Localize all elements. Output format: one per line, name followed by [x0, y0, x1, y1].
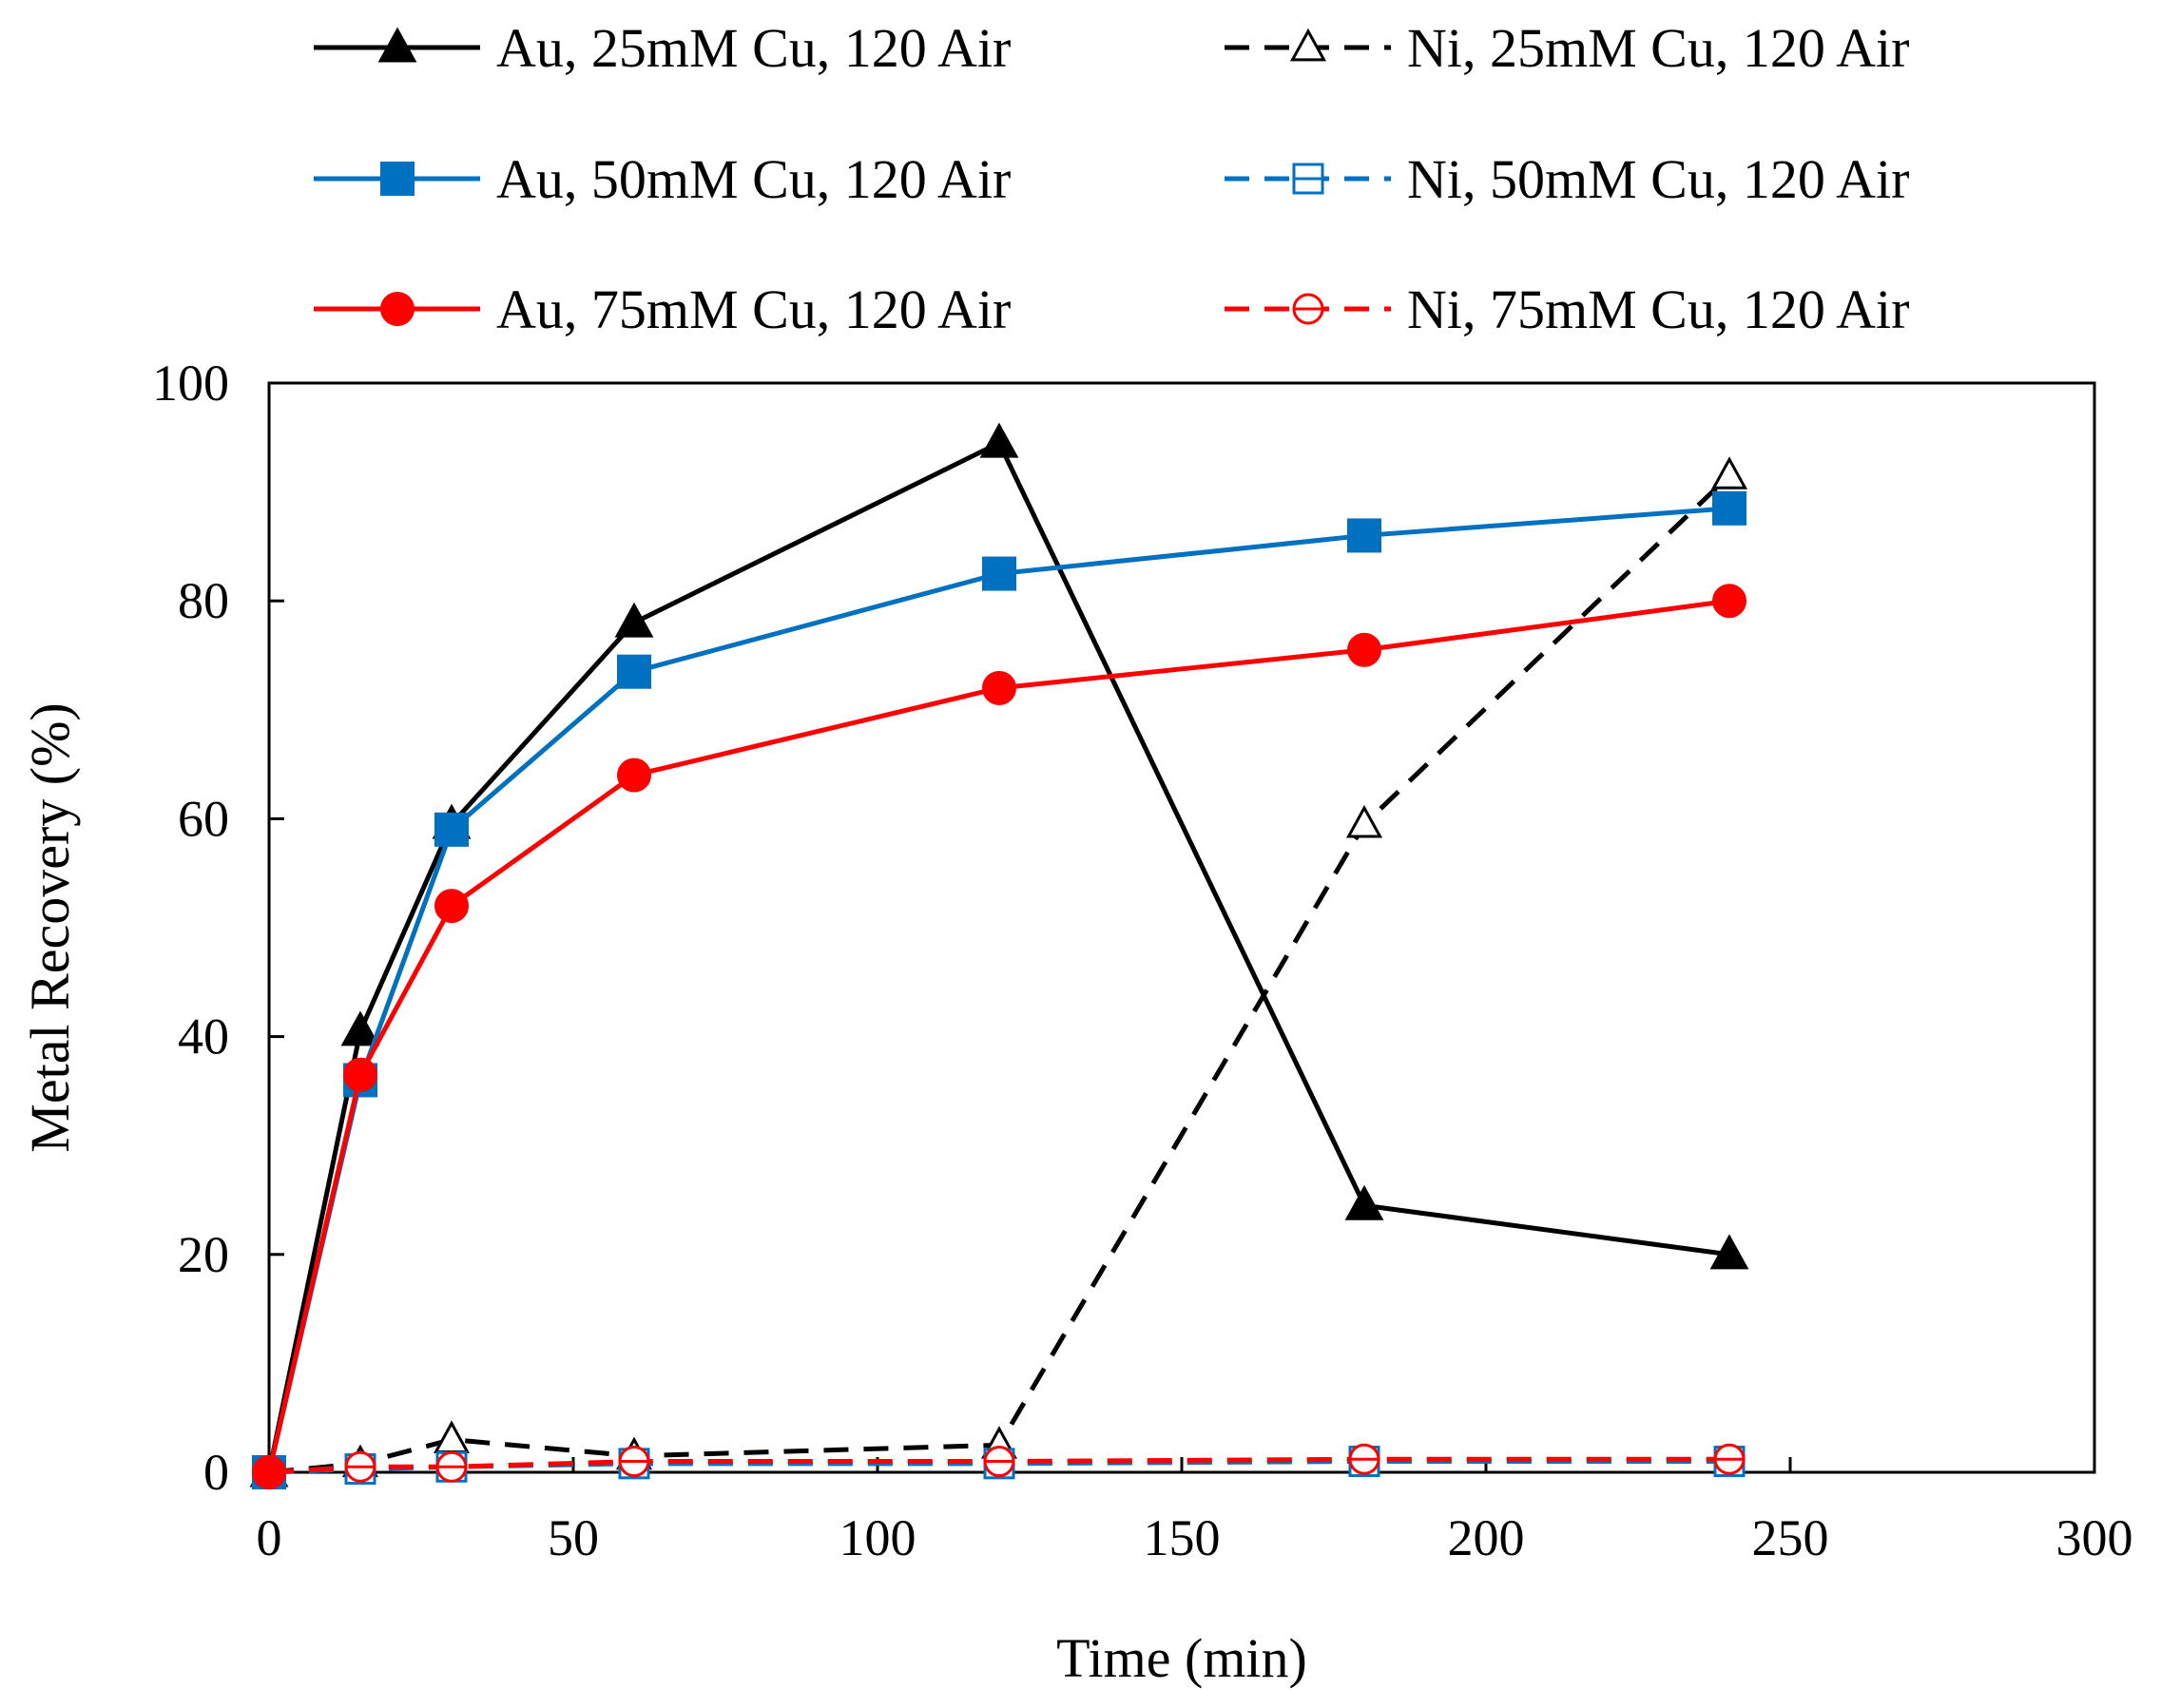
legend-item-5: Ni, 75mM Cu, 120 Air: [1225, 278, 1910, 340]
series-2-point-0-shape: [252, 1455, 286, 1489]
y-tick-label-60: 60: [178, 790, 229, 847]
legend-item-4: Ni, 50mM Cu, 120 Air: [1225, 148, 1910, 210]
series-0-point-3: [614, 602, 654, 638]
y-axis-title: Metal Recovery (%): [19, 702, 81, 1152]
legend-item-1: Au, 50mM Cu, 120 Air: [314, 148, 1011, 210]
legend-item-2: Au, 75mM Cu, 120 Air: [314, 278, 1011, 340]
x-tick-label-150: 150: [1144, 1509, 1221, 1566]
series-5-point-4: [983, 1446, 1015, 1478]
series-3-line: [268, 473, 1731, 1475]
series-2-point-4-shape: [982, 670, 1016, 705]
series-0-point-1: [340, 1010, 380, 1046]
plot-frame: [267, 381, 2096, 1474]
series-3-point-6: [1710, 456, 1748, 489]
plot-area: [267, 381, 2096, 1474]
series-0-point-5: [1344, 1184, 1384, 1220]
x-axis-title: Time (min): [1056, 1627, 1307, 1689]
legend-swatch-marker-4: [1292, 163, 1324, 195]
series-layer: [249, 422, 1749, 1489]
series-2-point-1: [343, 1057, 377, 1092]
series-2-point-2-shape: [434, 889, 469, 924]
y-tick-label-100: 100: [152, 355, 229, 412]
series-3: [250, 456, 1748, 1487]
series-1: [252, 490, 1746, 1489]
series-0-point-4: [979, 422, 1019, 458]
legend-label-0: Au, 25mM Cu, 120 Air: [496, 17, 1011, 79]
legend-label-5: Ni, 75mM Cu, 120 Air: [1407, 278, 1910, 340]
legend-swatch-marker-0: [377, 27, 417, 63]
x-tick-label-200: 200: [1448, 1509, 1525, 1566]
series-1-point-5-shape: [1347, 518, 1381, 553]
series-1-point-6-shape: [1712, 490, 1746, 526]
legend-label-2: Au, 75mM Cu, 120 Air: [496, 278, 1011, 340]
y-tick-label-20: 20: [178, 1226, 229, 1283]
series-5-point-2: [435, 1450, 468, 1483]
series-1-point-4-shape: [982, 556, 1016, 591]
x-tick-label-50: 50: [548, 1509, 599, 1566]
x-tick-label-0: 0: [257, 1509, 282, 1566]
series-1-line: [266, 506, 1730, 1473]
legend-swatch-marker-1: [380, 162, 415, 196]
series-1-point-2-shape: [434, 812, 469, 847]
series-2-point-5-shape: [1347, 632, 1381, 667]
series-5-point-3: [618, 1446, 650, 1478]
series-1-point-3: [617, 654, 651, 689]
series-3-point-2: [433, 1420, 471, 1453]
y-tick-label-40: 40: [178, 1008, 229, 1065]
x-tick-label-100: 100: [839, 1509, 916, 1566]
legend-swatch-marker-5: [1292, 293, 1324, 325]
series-1-point-6: [1712, 490, 1746, 526]
series-2-point-5: [1347, 632, 1381, 667]
x-tick-label-300: 300: [2056, 1509, 2133, 1566]
series-0-point-6: [1709, 1234, 1749, 1270]
series-2-line: [266, 598, 1730, 1473]
legend-label-1: Au, 50mM Cu, 120 Air: [496, 148, 1011, 210]
series-2-point-3: [617, 758, 651, 793]
y-tick-label-0: 0: [203, 1444, 229, 1501]
series-1-point-4: [982, 556, 1016, 591]
series-5-point-6: [1713, 1443, 1746, 1475]
series-5-point-1: [344, 1450, 376, 1483]
series-1-point-5: [1347, 518, 1381, 553]
legend-swatch-marker-2: [380, 292, 415, 326]
series-5-point-5: [1348, 1443, 1380, 1475]
legend-swatch-marker-2-shape: [380, 292, 415, 326]
y-tick-label-80: 80: [178, 572, 229, 629]
series-2-point-2: [434, 889, 469, 924]
legend-swatch-marker-1-shape: [380, 162, 415, 196]
series-2-point-0: [252, 1455, 286, 1489]
series-3-point-5: [1345, 804, 1383, 838]
x-tick-label-250: 250: [1752, 1509, 1829, 1566]
legend-item-3: Ni, 25mM Cu, 120 Air: [1225, 17, 1910, 79]
series-1-point-3-shape: [617, 654, 651, 689]
series-0-line: [266, 440, 1730, 1473]
legend: Au, 25mM Cu, 120 Air Au, 50mM Cu, 120 Air…: [314, 17, 1910, 340]
series-2: [252, 584, 1746, 1489]
series-2-point-3-shape: [617, 758, 651, 793]
legend-item-0: Au, 25mM Cu, 120 Air: [314, 17, 1011, 79]
series-1-point-2: [434, 812, 469, 847]
series-5: [253, 1443, 1746, 1488]
series-2-point-1-shape: [343, 1057, 377, 1092]
axes: 0 50 100 150 200 250 300 0 20 40 60 80 100: [152, 355, 2133, 1566]
legend-swatch-marker-3: [1289, 28, 1327, 62]
series-2-point-4: [982, 670, 1016, 705]
series-2-point-6: [1712, 584, 1746, 619]
legend-label-4: Ni, 50mM Cu, 120 Air: [1407, 148, 1910, 210]
legend-label-3: Ni, 25mM Cu, 120 Air: [1407, 17, 1910, 79]
series-2-point-6-shape: [1712, 584, 1746, 619]
